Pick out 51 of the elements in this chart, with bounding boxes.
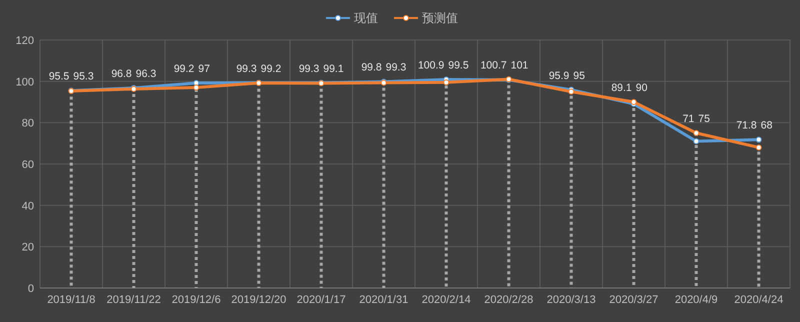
x-tick-label: 2019/11/22 <box>106 294 161 306</box>
data-label: 99.3 <box>236 62 257 75</box>
data-label: 95 <box>573 70 586 82</box>
data-label: 90 <box>636 82 648 94</box>
x-tick-label: 2020/1/31 <box>359 294 408 306</box>
data-label: 99.1 <box>323 62 344 75</box>
data-label: 100.7 <box>480 59 507 72</box>
y-tick-label: 0 <box>28 283 34 295</box>
data-label: 99.5 <box>448 59 469 72</box>
data-label: 95.5 <box>48 70 70 83</box>
data-label: 71 <box>682 113 694 125</box>
point <box>443 79 450 86</box>
data-label: 68 <box>760 120 773 132</box>
point <box>756 144 762 150</box>
point <box>693 130 700 136</box>
x-tick-label: 2019/11/8 <box>47 294 96 306</box>
x-tick-label: 2020/2/28 <box>484 294 534 306</box>
data-label: 97 <box>198 62 210 75</box>
x-tick-label: 2019/12/6 <box>172 294 221 306</box>
y-tick-label: 20 <box>22 242 34 254</box>
point <box>693 138 700 144</box>
legend-label: 现值 <box>354 11 378 25</box>
y-tick-label: 40 <box>22 200 34 212</box>
data-label: 99.3 <box>298 62 320 75</box>
x-tick-label: 2020/2/14 <box>422 294 471 306</box>
data-label: 99.2 <box>260 62 282 75</box>
data-label: 99.3 <box>386 62 406 74</box>
data-label: 71.8 <box>736 120 757 132</box>
data-label: 96.8 <box>111 68 132 80</box>
data-label: 101 <box>510 59 528 72</box>
x-tick-label: 2019/12/20 <box>231 294 286 306</box>
data-label: 89.1 <box>611 82 632 94</box>
data-label: 95.9 <box>548 70 570 82</box>
data-label: 96.3 <box>136 68 156 80</box>
point <box>756 136 762 143</box>
y-tick-label: 100 <box>16 76 34 88</box>
y-tick-label: 120 <box>16 35 34 47</box>
point <box>193 84 200 91</box>
y-tick-label: 60 <box>22 159 34 171</box>
y-tick-label: 80 <box>22 118 34 130</box>
x-tick-label: 2020/1/17 <box>296 294 346 306</box>
data-label: 99.2 <box>174 62 194 75</box>
x-tick-label: 2020/4/9 <box>674 294 718 306</box>
data-label: 95.3 <box>73 70 94 83</box>
x-tick-label: 2020/4/24 <box>734 294 784 306</box>
data-label: 100.9 <box>418 59 444 72</box>
data-label: 99.8 <box>361 62 382 74</box>
x-tick-label: 2020/3/27 <box>609 294 658 306</box>
data-label: 75 <box>698 113 710 125</box>
x-tick-label: 2020/3/13 <box>546 294 596 306</box>
legend-label: 预测值 <box>422 11 458 25</box>
